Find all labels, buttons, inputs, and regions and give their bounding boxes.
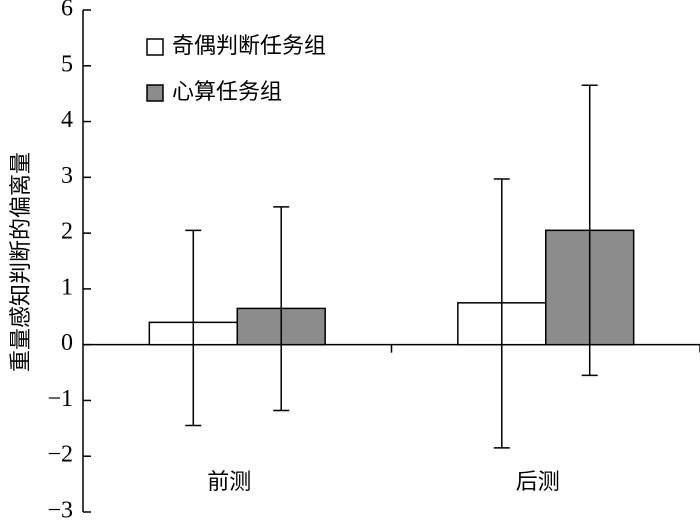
y-tick-label: 5 — [61, 51, 73, 77]
legend-swatch — [146, 84, 164, 102]
y-tick-label: −3 — [47, 498, 73, 521]
y-tick-label: 0 — [61, 330, 73, 356]
y-axis-label: 重量感知判断的偏离量 — [9, 152, 34, 372]
x-tick-label: 后测 — [516, 470, 560, 495]
legend-label: 心算任务组 — [172, 80, 282, 105]
y-tick-label: −2 — [47, 442, 73, 468]
y-tick-label: 4 — [61, 107, 73, 133]
y-tick-label: 6 — [61, 0, 73, 22]
x-tick-label: 前测 — [207, 470, 251, 495]
y-tick-label: −1 — [47, 386, 73, 412]
y-tick-label: 3 — [61, 163, 73, 189]
y-tick-label: 1 — [61, 274, 73, 300]
legend-swatch — [146, 38, 164, 56]
y-tick-label: 2 — [61, 219, 73, 245]
legend-label: 奇偶判断任务组 — [172, 34, 326, 59]
